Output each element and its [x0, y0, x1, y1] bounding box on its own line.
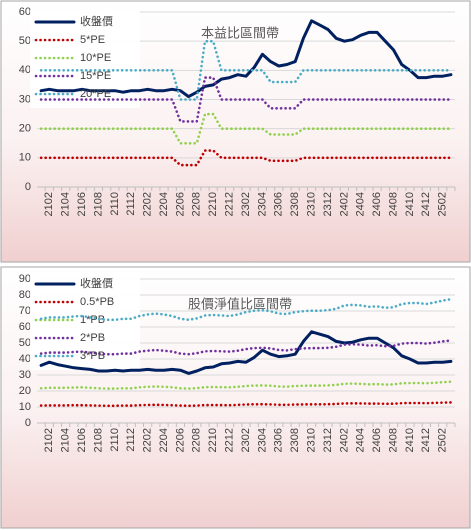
band-line	[39, 149, 453, 167]
legend-label: 收盤價	[80, 276, 113, 290]
x-tick-label: 2406	[371, 428, 383, 452]
band-line	[39, 76, 453, 123]
legend-label: 3*PB	[80, 350, 105, 362]
band-line	[39, 339, 453, 356]
x-tick-label: 2102	[43, 428, 55, 452]
x-tick-label: 2204	[158, 192, 170, 216]
x-tick-label: 2204	[158, 428, 170, 452]
x-tick-label: 2310	[305, 192, 317, 216]
x-tick-label: 2210	[207, 192, 219, 216]
x-tick-label: 2408	[387, 192, 399, 216]
x-tick-label: 2308	[289, 428, 301, 452]
x-tick-label: 2412	[420, 428, 432, 452]
x-tick-label: 2304	[256, 192, 268, 216]
y-tick-label: 10	[19, 152, 31, 164]
chart-title: 股價淨值比區間帶	[188, 296, 292, 311]
x-tick-label: 2302	[240, 192, 252, 216]
y-tick-label: 30	[19, 369, 31, 381]
x-tick-label: 2110	[109, 428, 121, 452]
band-line	[39, 297, 453, 322]
x-tick-label: 2308	[289, 192, 301, 216]
legend-label: 20*PE	[80, 88, 111, 100]
x-tick-label: 2112	[125, 428, 137, 452]
x-tick-label: 2312	[322, 428, 334, 452]
x-tick-label: 2310	[305, 428, 317, 452]
y-tick-label: 70	[19, 305, 31, 317]
x-tick-label: 2304	[256, 428, 268, 452]
x-tick-label: 2410	[404, 428, 416, 452]
x-tick-label: 2502	[437, 192, 449, 216]
y-tick-label: 60	[19, 6, 31, 18]
x-tick-label: 2302	[240, 428, 252, 452]
price-line	[39, 19, 453, 99]
legend-label: 5*PE	[80, 34, 105, 46]
y-tick-label: 40	[19, 353, 31, 365]
y-tick-label: 20	[19, 385, 31, 397]
y-tick-label: 20	[19, 123, 31, 135]
x-tick-label: 2404	[355, 428, 367, 452]
x-tick-label: 2210	[207, 428, 219, 452]
x-tick-label: 2104	[60, 192, 72, 216]
band-line	[39, 39, 453, 101]
x-tick-label: 2408	[387, 428, 399, 452]
x-tick-label: 2102	[43, 192, 55, 216]
x-tick-label: 2110	[109, 192, 121, 216]
band-line	[39, 112, 453, 145]
legend-label: 1*PB	[80, 314, 105, 326]
legend-label: 收盤價	[80, 14, 113, 28]
x-tick-label: 2208	[191, 192, 203, 216]
y-tick-label: 90	[19, 273, 31, 285]
x-tick-label: 2212	[224, 192, 236, 216]
y-tick-label: 40	[19, 64, 31, 76]
x-tick-label: 2212	[224, 428, 236, 452]
x-tick-label: 2306	[273, 428, 285, 452]
y-tick-label: 50	[19, 35, 31, 47]
legend-label: 15*PE	[80, 70, 111, 82]
price-line	[39, 330, 453, 375]
x-tick-label: 2410	[404, 192, 416, 216]
x-tick-label: 2208	[191, 428, 203, 452]
x-tick-label: 2202	[142, 428, 154, 452]
x-tick-label: 2412	[420, 192, 432, 216]
chart-title: 本益比區間帶	[201, 25, 279, 40]
x-tick-label: 2104	[60, 428, 72, 452]
band-line	[39, 401, 453, 408]
legend-label: 2*PB	[80, 332, 105, 344]
x-tick-label: 2108	[92, 428, 104, 452]
x-tick-label: 2106	[76, 192, 88, 216]
x-tick-label: 2108	[92, 192, 104, 216]
x-tick-label: 2112	[125, 192, 137, 216]
y-tick-label: 60	[19, 321, 31, 333]
y-tick-label: 80	[19, 289, 31, 301]
y-tick-label: 30	[19, 93, 31, 105]
band-line	[39, 380, 453, 390]
x-tick-label: 2106	[76, 428, 88, 452]
x-tick-label: 2312	[322, 192, 334, 216]
x-tick-label: 2202	[142, 192, 154, 216]
x-tick-label: 2402	[338, 428, 350, 452]
y-tick-label: 0	[25, 181, 31, 193]
y-tick-label: 50	[19, 337, 31, 349]
legend-label: 0.5*PB	[80, 296, 114, 308]
x-tick-label: 2306	[273, 192, 285, 216]
x-tick-label: 2206	[174, 192, 186, 216]
x-tick-label: 2406	[371, 192, 383, 216]
legend-label: 10*PE	[80, 52, 111, 64]
x-tick-label: 2502	[437, 428, 449, 452]
x-tick-label: 2404	[355, 192, 367, 216]
y-tick-label: 10	[19, 401, 31, 413]
y-tick-label: 0	[25, 417, 31, 429]
x-tick-label: 2206	[174, 428, 186, 452]
x-tick-label: 2402	[338, 192, 350, 216]
